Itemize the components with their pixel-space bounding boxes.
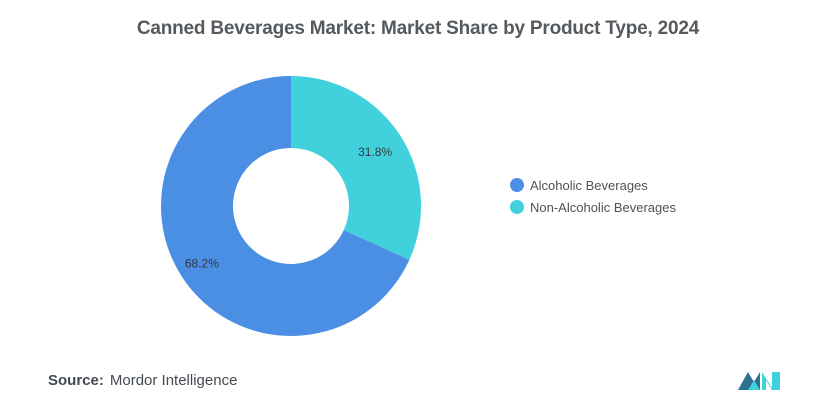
source-label: Source: — [48, 372, 104, 389]
slice-label-alcoholic: 68.2% — [185, 256, 219, 270]
legend-label-alcoholic: Alcoholic Beverages — [530, 177, 648, 193]
chart-title: Canned Beverages Market: Market Share by… — [136, 18, 700, 39]
legend-label-non-alcoholic: Non-Alcoholic Beverages — [530, 199, 676, 215]
slice-label-non-alcoholic: 31.8% — [358, 145, 392, 159]
slice-alcoholic[interactable] — [160, 76, 410, 337]
slice-non-alcoholic[interactable] — [291, 76, 421, 260]
mordor-logo-icon — [738, 372, 780, 390]
source-note: Source: Mordor Intelligence — [48, 372, 237, 389]
legend-swatch-alcoholic — [510, 178, 524, 192]
legend-item-alcoholic[interactable]: Alcoholic Beverages — [510, 174, 676, 196]
legend-swatch-non-alcoholic — [510, 200, 524, 214]
legend: Alcoholic Beverages Non-Alcoholic Bevera… — [510, 174, 676, 218]
legend-item-non-alcoholic[interactable]: Non-Alcoholic Beverages — [510, 196, 676, 218]
source-text: Mordor Intelligence — [109, 372, 238, 389]
